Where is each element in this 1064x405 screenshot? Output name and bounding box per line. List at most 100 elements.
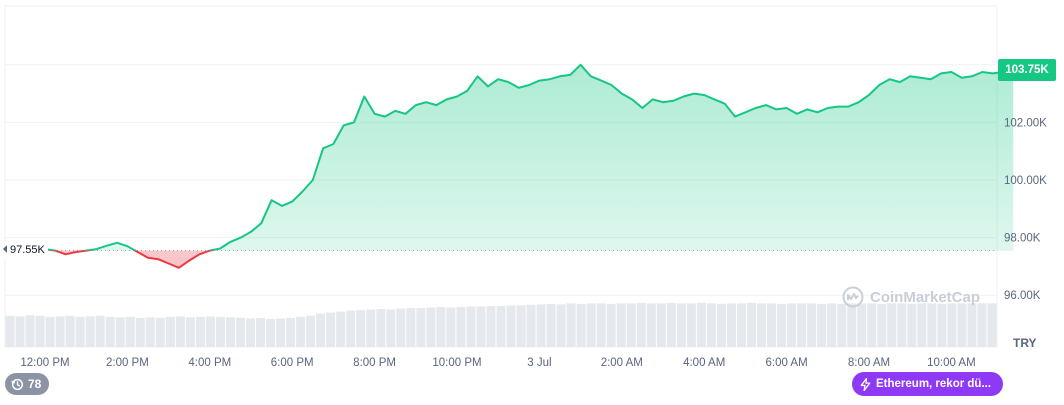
y-tick-label: 100.00K [1004,175,1047,187]
volume-bar [676,303,686,347]
y-axis-labels: 96.00K 98.00K 100.00K 102.00K [1004,117,1047,302]
volume-bar [847,303,857,347]
volume-bar [927,303,937,347]
volume-bar [446,307,456,347]
x-tick-label: 10:00 PM [432,357,481,369]
volume-bar [526,304,536,347]
volume-bar [877,303,887,347]
volume-bar [947,303,957,347]
volume-bar [596,303,606,347]
volume-bar [336,311,346,347]
volume-bar [45,316,55,347]
volume-bar [636,302,646,347]
volume-bar [366,309,376,347]
x-tick-label: 6:00 AM [765,357,807,369]
x-tick-label: 6:00 PM [271,357,314,369]
volume-bar [396,308,406,347]
volume-bar [346,310,356,347]
volume-bar [486,305,496,347]
volume-bar [215,316,225,347]
volume-bar [115,317,125,347]
volume-bar [55,316,65,347]
volume-bar [225,317,235,347]
volume-bar [296,316,306,347]
volume-bar [686,303,696,347]
volume-bar [235,317,245,347]
volume-bar [767,303,777,347]
volume-bar [195,316,205,347]
volume-bar [406,308,416,347]
currency-label: TRY [1013,336,1037,350]
volume-bar [706,303,716,347]
volume-bar [95,315,105,347]
volume-bar [105,316,115,347]
volume-bar [516,305,526,347]
volume-bar [546,303,556,347]
volume-bar [205,316,215,347]
line-down [17,250,216,269]
volume-bar [125,316,135,347]
volume-bar [867,303,877,347]
volume-bar [15,316,25,347]
volume-bar [777,303,787,347]
volume-bar [256,317,266,347]
volume-bar [556,304,566,347]
volume-bar [696,302,706,347]
x-axis-labels: 12:00 PM 2:00 PM 4:00 PM 6:00 PM 8:00 PM 10:0… [20,357,975,369]
volume-bar [245,318,256,347]
current-price-badge: 103.75K [998,59,1056,81]
volume-bar [787,303,797,347]
volume-bar [897,303,907,347]
volume-bar [656,303,666,347]
volume-bar [456,306,466,347]
x-tick-label: 10:00 AM [927,357,976,369]
volume-bar [306,315,316,347]
area-up [14,64,1014,251]
y-tick-label: 96.00K [1004,290,1041,302]
volume-bar [977,303,987,347]
x-tick-label: 8:00 AM [848,357,890,369]
volume-bar [586,303,596,347]
views-counter-button[interactable]: 78 [5,373,50,395]
volume-bar [316,313,326,347]
x-tick-label: 2:00 PM [106,357,149,369]
volume-bar [25,315,35,347]
x-tick-label: 3 Jul [527,357,551,369]
volume-bar [736,303,746,347]
volume-bar [937,303,947,347]
volume-bar [65,315,75,347]
volume-bar [5,315,15,347]
volume-bar [606,303,616,347]
volume-bar [646,303,656,347]
volume-bar [616,303,626,347]
volume-bar [566,303,576,347]
volume-bar [746,302,757,347]
volume-bar [175,316,185,347]
volume-bar [917,303,927,347]
volume-bar [716,303,726,347]
volume-bar [506,305,516,347]
volume-bar [266,318,276,347]
volume-bar [536,304,546,347]
news-text: Ethereum, rekor dü... [876,378,992,390]
volume-bar [957,303,967,347]
volume-bar [887,303,897,347]
volume-bar [165,316,175,347]
volume-bar [817,303,827,347]
views-count: 78 [28,377,42,391]
volume-bar [666,302,676,347]
volume-bar [626,303,636,347]
volume-bar [426,307,436,347]
news-pill-button[interactable]: Ethereum, rekor dü... [852,372,1004,396]
volume-bar [726,303,736,347]
volume-bar [35,315,45,347]
y-tick-label: 98.00K [1004,233,1041,245]
price-area [14,64,1014,268]
volume-bar [827,303,837,347]
volume-bar [376,309,386,347]
volume-bar [907,303,917,347]
volume-bar [476,306,486,347]
volume-bar [436,306,446,347]
volume-bar [135,317,145,347]
